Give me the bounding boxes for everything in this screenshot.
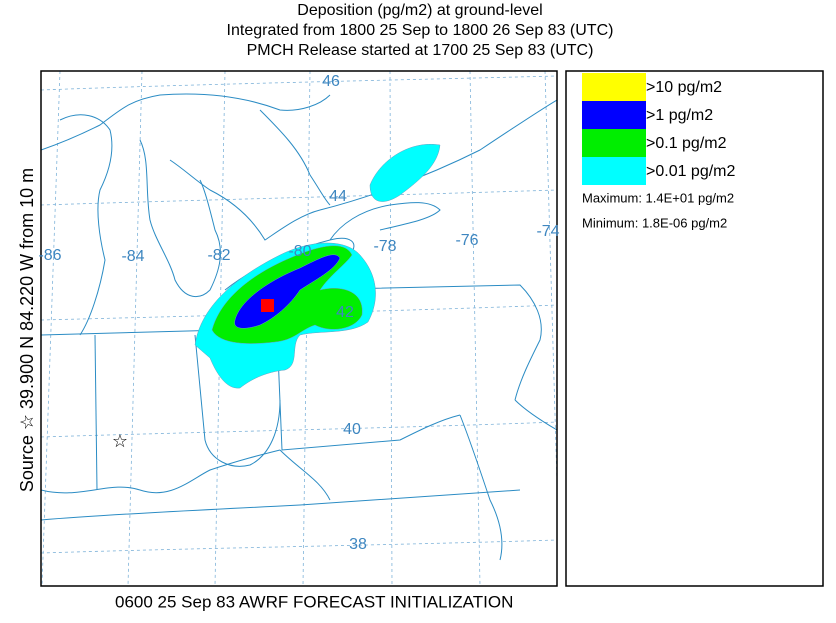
contour-cyan — [369, 143, 441, 202]
state-borders — [41, 284, 557, 561]
title-line: Deposition (pg/m2) at ground-level — [297, 2, 542, 19]
longitude-label: -86 — [38, 247, 61, 264]
deposition-contours — [194, 143, 441, 389]
legend: Maximum: 1.4E+01 pg/m2 Minimum: 1.8E-06 … — [565, 70, 824, 587]
legend-swatch — [582, 101, 646, 129]
source-label: Source ☆ 39.900 N 84.220 W from 10 m — [17, 168, 37, 492]
footer: 0600 25 Sep 83 AWRF FORECAST INITIALIZAT… — [115, 592, 513, 611]
title-line: Integrated from 1800 25 Sep to 1800 26 S… — [227, 22, 614, 39]
source-marker: ☆ — [112, 431, 128, 451]
header: Deposition (pg/m2) at ground-level Integ… — [227, 2, 614, 59]
longitude-label: -82 — [207, 247, 230, 264]
legend-label: >0.1 pg/m2 — [646, 135, 727, 152]
longitude-label: -84 — [121, 248, 144, 265]
longitude-label: -78 — [373, 238, 396, 255]
minimum: Minimum: 1.8E-06 pg/m2 — [582, 215, 727, 230]
longitude-label: -80 — [288, 243, 311, 260]
latitude-label: 44 — [329, 188, 347, 205]
map-frame — [40, 70, 558, 587]
map: ☆ 46 44 42 40 38 -86 -84 -82 -80 -78 -76 -74 — [38, 70, 560, 587]
source-peak — [261, 299, 274, 312]
latitude-label: 38 — [349, 536, 367, 553]
legend-swatch — [582, 129, 646, 157]
longitude-label: -74 — [536, 223, 559, 240]
legend-swatch — [582, 73, 646, 101]
latitude-label: 42 — [336, 304, 354, 321]
grid-labels: 46 44 42 40 38 -86 -84 -82 -80 -78 -76 -74 — [38, 73, 559, 553]
legend-swatch — [582, 157, 646, 185]
longitude-label: -76 — [455, 232, 478, 249]
maximum: Maximum: 1.4E+01 pg/m2 — [582, 190, 734, 205]
latitude-label: 40 — [343, 421, 361, 438]
legend-label: >1 pg/m2 — [646, 107, 713, 124]
contour-blue — [234, 254, 341, 329]
graticule — [41, 71, 557, 586]
legend-label: >10 pg/m2 — [646, 79, 722, 96]
title-line: PMCH Release started at 1700 25 Sep 83 (… — [247, 42, 594, 59]
legend-frame — [565, 70, 824, 587]
latitude-label: 46 — [322, 73, 340, 90]
legend-label: >0.01 pg/m2 — [646, 163, 736, 180]
